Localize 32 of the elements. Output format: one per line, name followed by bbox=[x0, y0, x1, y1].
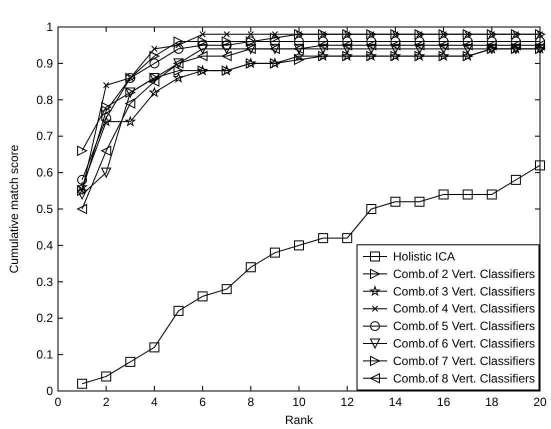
y-tick-label: 0.4 bbox=[36, 238, 54, 252]
y-tick-label: 0.9 bbox=[36, 56, 54, 70]
legend-label: Comb.of 8 Vert. Classifiers bbox=[393, 371, 536, 386]
legend-label: Comb.of 2 Vert. Classifiers bbox=[393, 266, 536, 281]
x-tick-label: 12 bbox=[340, 395, 354, 409]
y-axis-title: Cumulative match score bbox=[7, 144, 21, 274]
y-tick-label: 1 bbox=[46, 20, 54, 34]
x-tick-label: 16 bbox=[436, 395, 451, 409]
y-tick-label: 0.8 bbox=[36, 92, 54, 107]
x-tick-label: 8 bbox=[247, 395, 254, 409]
y-tick-label: 0 bbox=[46, 384, 54, 398]
y-tick-label: 0.3 bbox=[36, 274, 54, 289]
x-tick-label: 10 bbox=[292, 395, 306, 409]
y-tick-label: 0.7 bbox=[36, 129, 54, 144]
legend-label: Comb.of 3 Vert. Classifiers bbox=[393, 284, 536, 298]
x-axis-title: Rank bbox=[284, 413, 314, 427]
legend-label: Comb.of 7 Vert. Classifiers bbox=[393, 354, 536, 368]
legend-label: Comb.of 6 Vert. Classifiers bbox=[393, 336, 536, 350]
x-tick-label: 20 bbox=[533, 395, 547, 409]
legend-label: Comb.of 5 Vert. Classifiers bbox=[393, 319, 536, 334]
legend-label: Holistic ICA bbox=[393, 250, 456, 264]
y-tick-label: 0.2 bbox=[36, 311, 54, 326]
y-tick-label: 0.5 bbox=[36, 202, 54, 216]
x-tick-label: 18 bbox=[485, 395, 499, 409]
x-tick-label: 6 bbox=[199, 395, 206, 409]
y-tick-label: 0.6 bbox=[36, 166, 54, 180]
x-tick-label: 0 bbox=[54, 395, 62, 409]
x-tick-label: 2 bbox=[102, 395, 110, 409]
y-tick-label: 0.1 bbox=[36, 348, 54, 362]
x-tick-label: 4 bbox=[151, 395, 158, 409]
x-tick-label: 14 bbox=[388, 395, 402, 409]
legend-label: Comb.of 4 Vert. Classifiers bbox=[393, 302, 536, 316]
